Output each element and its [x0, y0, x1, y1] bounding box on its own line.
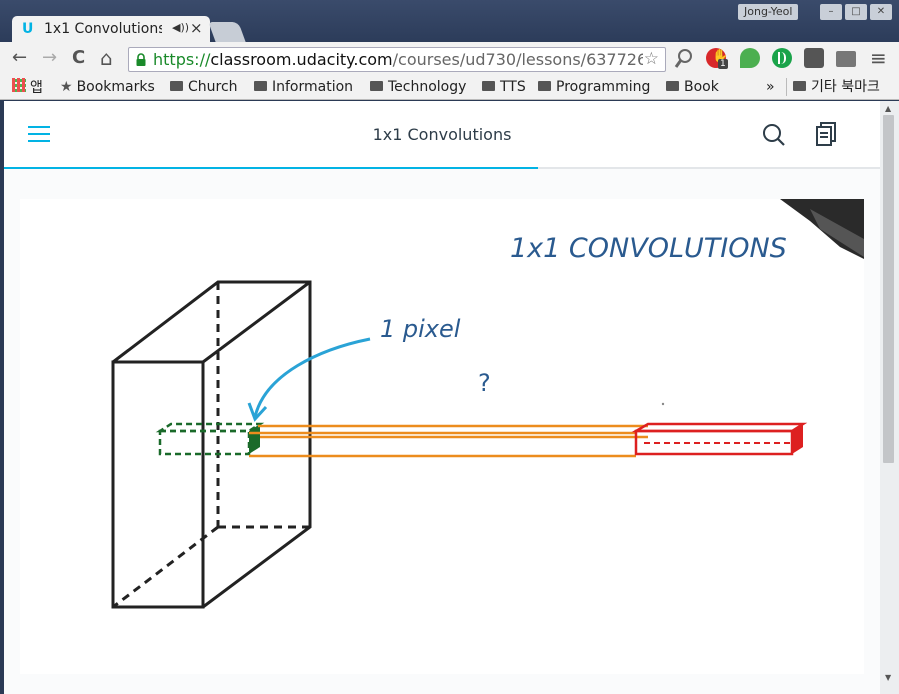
- audio-playing-icon[interactable]: ◀)): [172, 21, 190, 34]
- dictionary-extension-icon[interactable]: [836, 51, 856, 67]
- magnifier-extension-icon[interactable]: [674, 48, 694, 70]
- minimize-button[interactable]: –: [820, 4, 842, 20]
- video-frame: 1x1 CONVOLUTIONS: [111, 199, 864, 609]
- udacity-favicon-icon: U: [22, 21, 34, 37]
- home-icon[interactable]: ⌂: [100, 46, 113, 70]
- lesson-progress-fill: [4, 167, 539, 169]
- star-icon: ★: [60, 79, 73, 95]
- bookmark-programming[interactable]: Programming: [538, 78, 650, 96]
- bookmark-tts[interactable]: TTS: [482, 78, 526, 96]
- bookmark-book[interactable]: Book: [666, 78, 719, 96]
- ink-dot: [661, 402, 665, 406]
- evernote-extension-icon[interactable]: [740, 48, 760, 68]
- output-pixel-column: [631, 422, 808, 456]
- bookmark-information[interactable]: Information: [254, 78, 353, 96]
- lesson-header: 1x1 Convolutions: [4, 101, 880, 169]
- lesson-progress-bar: [4, 167, 880, 169]
- bookmark-bookmarks[interactable]: ★ Bookmarks: [60, 79, 155, 95]
- back-icon[interactable]: ←: [12, 47, 28, 68]
- pushbullet-extension-icon[interactable]: [772, 48, 792, 68]
- adblock-extension-icon[interactable]: ✋ 1: [706, 48, 728, 69]
- folder-icon: [370, 81, 383, 91]
- scroll-up-arrow-icon[interactable]: ▲: [885, 104, 892, 113]
- bookmark-star-icon[interactable]: ☆: [643, 49, 659, 69]
- folder-icon: [793, 81, 806, 91]
- bookmarks-bar: 앱 ★ Bookmarks Church Information Technolo…: [0, 76, 899, 100]
- orange-projection-bar: [249, 424, 648, 458]
- tab-1x1-convolutions[interactable]: U 1x1 Convolutions ◀)) ×: [12, 16, 210, 42]
- scroll-thumb[interactable]: [883, 115, 894, 463]
- tab-strip: Jong-Yeol – □ ✕ U 1x1 Convolutions ◀)) ×: [0, 0, 899, 42]
- address-bar[interactable]: https://classroom.udacity.com/courses/ud…: [128, 47, 666, 72]
- other-bookmarks[interactable]: 기타 북마크: [786, 78, 880, 96]
- folder-icon: [254, 81, 267, 91]
- forward-icon[interactable]: →: [42, 47, 58, 68]
- reload-icon[interactable]: C: [72, 47, 86, 68]
- scroll-down-arrow-icon[interactable]: ▼: [885, 673, 892, 682]
- page-scrollbar[interactable]: ▲ ▼: [880, 101, 899, 694]
- question-mark: ?: [478, 369, 491, 397]
- url-text: https://classroom.udacity.com/courses/ud…: [153, 50, 643, 69]
- pixel-label: 1 pixel: [380, 315, 461, 343]
- bookmark-technology[interactable]: Technology: [370, 78, 466, 96]
- new-tab-button[interactable]: [208, 22, 246, 42]
- tab-close-icon[interactable]: ×: [190, 19, 203, 37]
- apps-shortcut[interactable]: 앱: [12, 78, 43, 97]
- maximize-button[interactable]: □: [845, 4, 867, 20]
- lock-icon: [136, 53, 146, 66]
- bookmark-church[interactable]: Church: [170, 78, 238, 96]
- profile-badge[interactable]: Jong-Yeol: [738, 4, 799, 20]
- bookmarks-overflow-button[interactable]: »: [766, 79, 775, 95]
- close-window-button[interactable]: ✕: [870, 4, 892, 20]
- chrome-menu-icon[interactable]: ≡: [870, 46, 887, 70]
- tab-title: 1x1 Convolutions: [44, 21, 162, 37]
- hamburger-menu-icon[interactable]: [28, 126, 50, 142]
- input-pixel-column: [155, 422, 265, 456]
- search-icon[interactable]: [762, 123, 786, 147]
- apps-grid-icon: [12, 78, 26, 92]
- folder-icon: [666, 81, 679, 91]
- video-heading: 1x1 CONVOLUTIONS: [510, 233, 787, 264]
- browser-toolbar: ← → C ⌂ https://classroom.udacity.com/co…: [0, 42, 899, 76]
- page-content: 1x1 Convolutions 1x1 CONVOLUTION: [4, 101, 880, 694]
- page-title: 1x1 Convolutions: [372, 125, 512, 144]
- screenshot-extension-icon[interactable]: [804, 48, 824, 68]
- folder-icon: [538, 81, 551, 91]
- feature-map-box: [111, 280, 312, 609]
- lesson-video[interactable]: 1x1 CONVOLUTIONS: [20, 199, 864, 674]
- pen-tip: [810, 209, 864, 257]
- folder-icon: [170, 81, 183, 91]
- pixel-annotation: 1 pixel: [247, 315, 461, 422]
- folder-icon: [482, 81, 495, 91]
- notes-icon[interactable]: [814, 121, 838, 147]
